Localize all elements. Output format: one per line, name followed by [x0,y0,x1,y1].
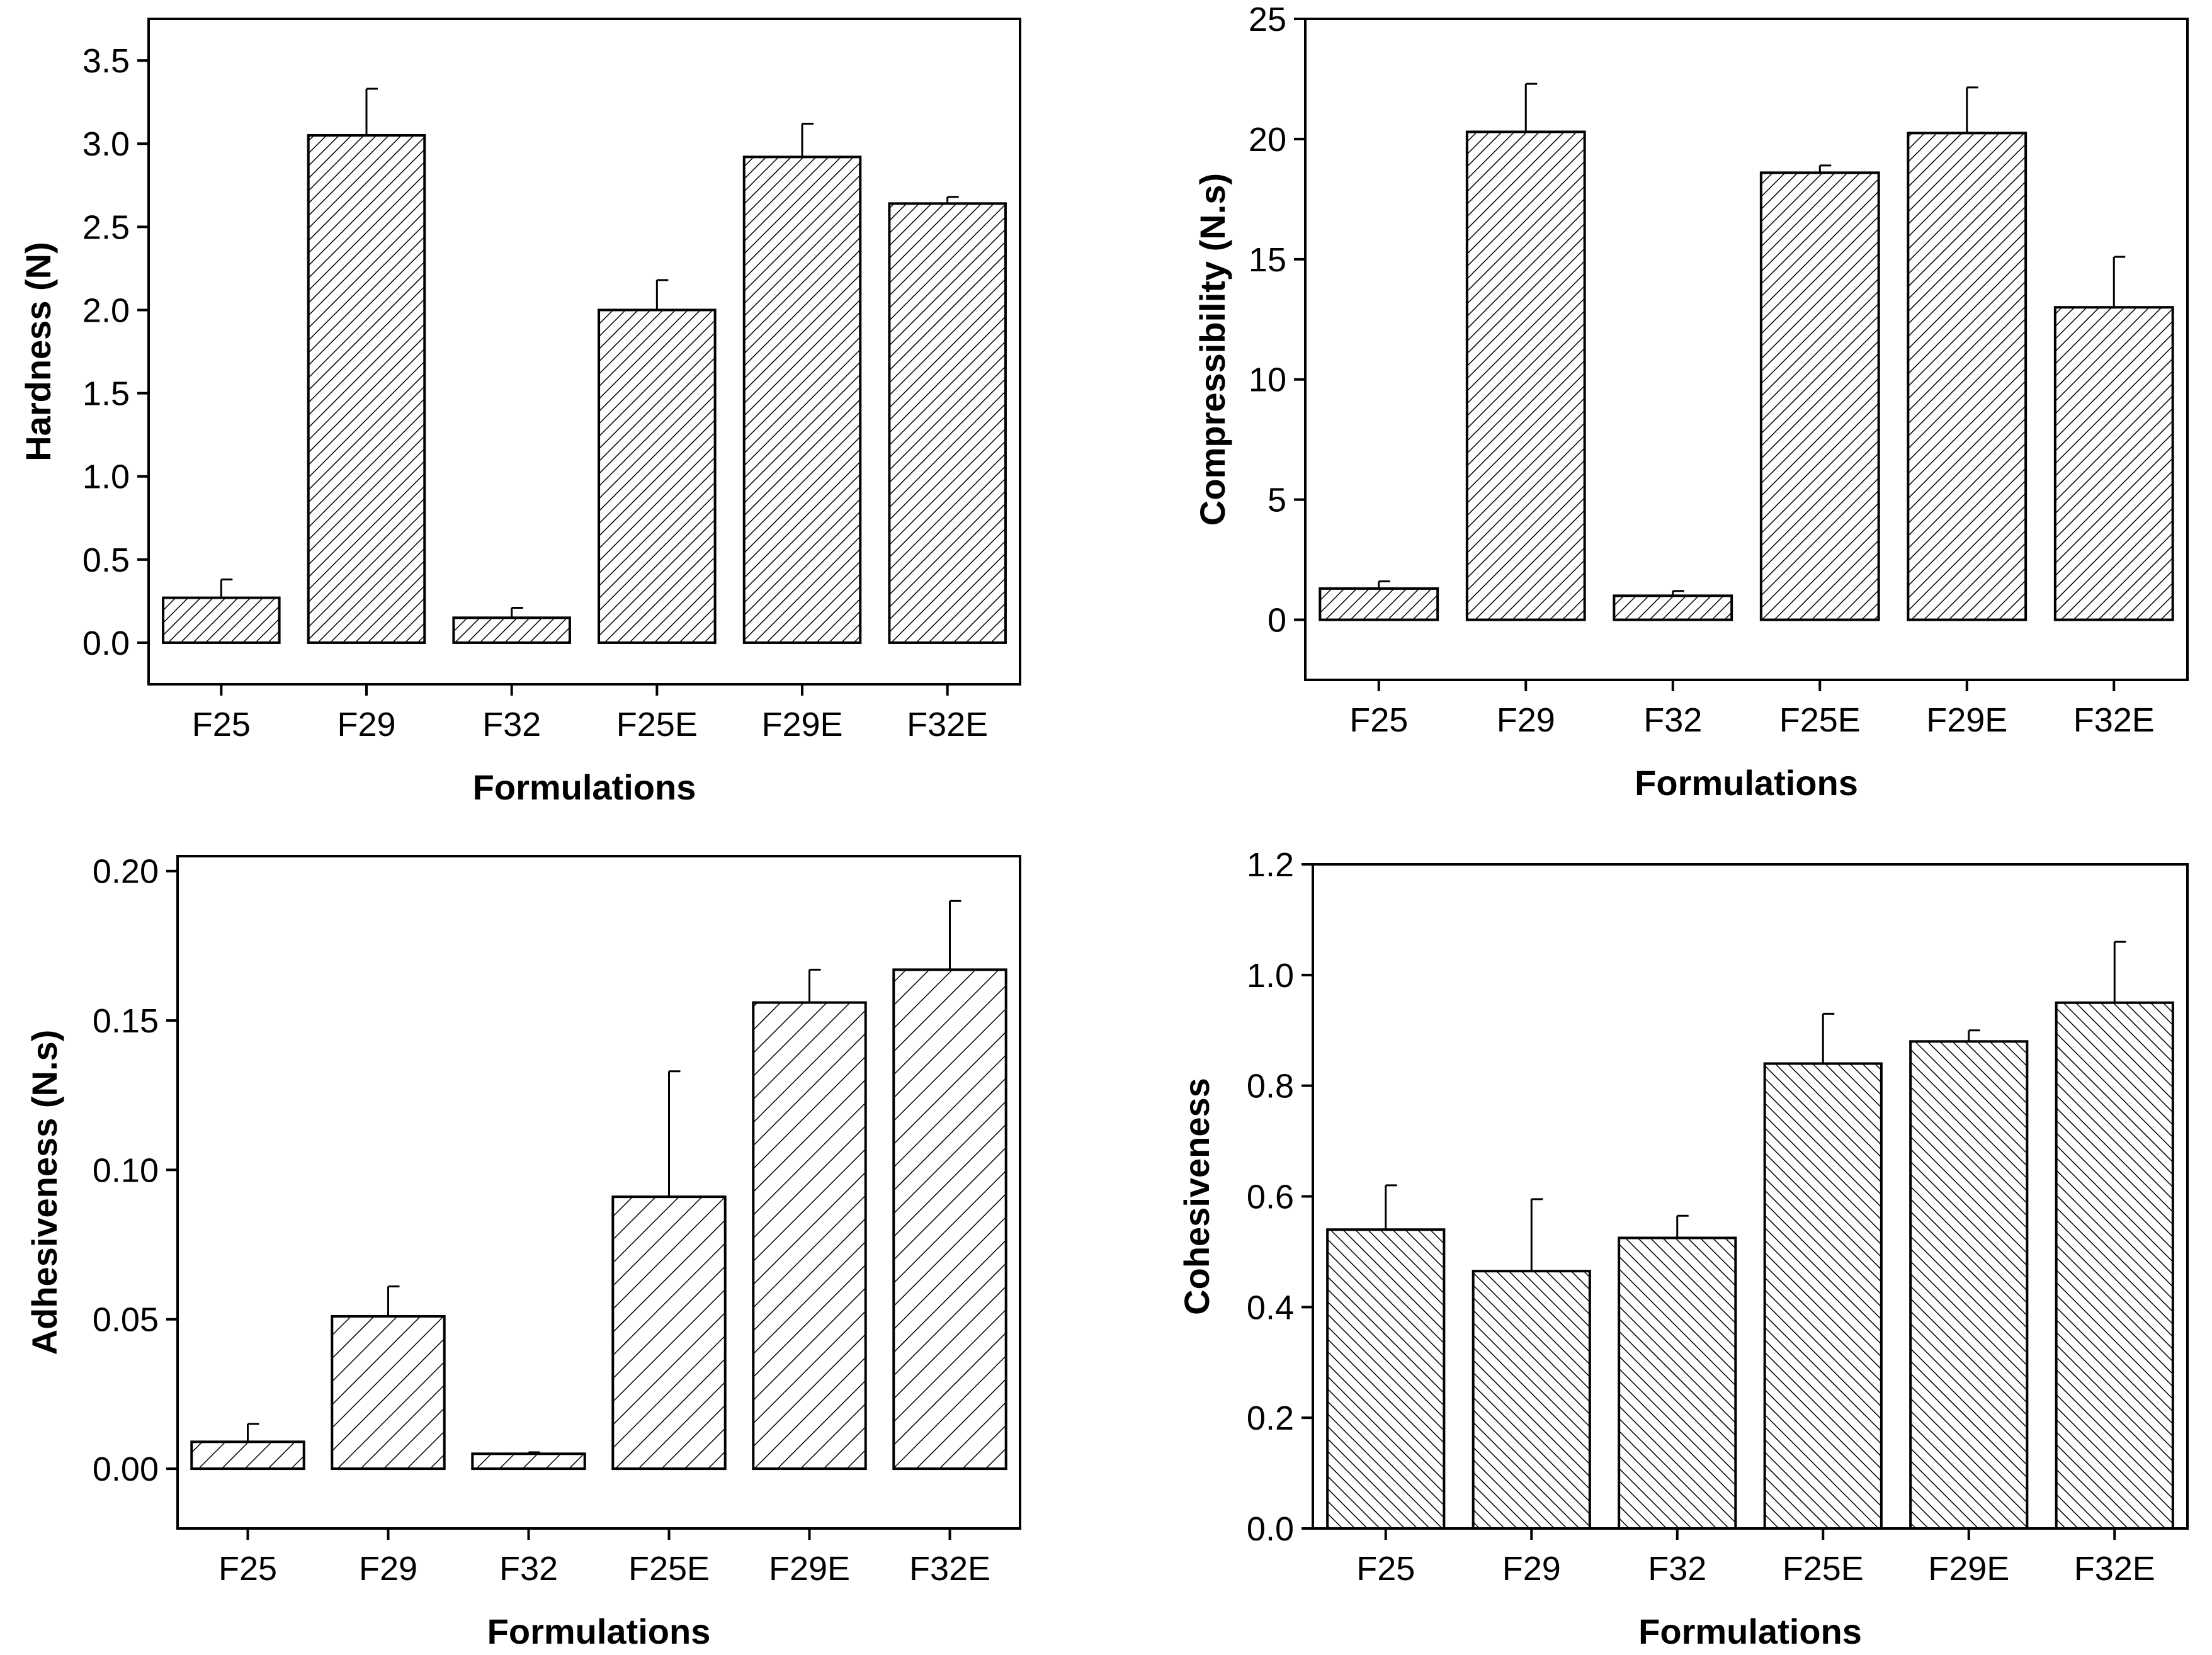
y-tick-label: 0.8 [1247,1068,1294,1105]
bar-f29 [1465,130,1586,621]
bar-f32 [1618,1236,1737,1530]
y-axis-title: Hardness (N) [18,242,58,461]
bar-f32e [892,968,1007,1471]
y-axis-title: Adhesiveness (N.s) [25,1030,64,1355]
y-tick-label: 0.6 [1247,1178,1294,1216]
y-tick-label: 0.4 [1247,1289,1294,1326]
x-axis-title: Formulations [473,767,696,807]
plot-frame [147,18,1021,686]
y-tick-label: 2.5 [82,208,130,246]
bar-f25e [1759,171,1880,621]
y-tick-label: 3.0 [82,125,130,163]
y-tick-label: 10 [1249,361,1286,399]
y-tick-label: 0.15 [93,1002,159,1040]
bar-f25 [190,1440,305,1471]
x-tick-label-f29e: F29E [769,1550,850,1588]
bar-f29e [752,1001,867,1471]
x-axis-title: Formulations [487,1612,711,1651]
bar-f32e [2055,1001,2174,1530]
bar-f32 [1613,594,1733,621]
x-tick-label-f29e: F29E [1926,701,2007,739]
y-tick-label: 0.10 [93,1151,159,1189]
y-axis-title: Compressibility (N.s) [1193,173,1232,526]
bar-f32e [2053,306,2174,621]
y-tick-label: 2.0 [82,291,130,329]
x-tick-label-f32: F32 [482,706,541,743]
y-tick-label: 25 [1249,1,1286,38]
x-tick-label-f25: F25 [192,706,251,743]
bar-f32 [471,1452,586,1471]
y-tick-label: 5 [1268,482,1286,519]
bar-f25e [611,1195,727,1471]
y-tick-label: 0.20 [93,853,159,891]
bar-f29e [742,155,862,644]
y-tick-label: 15 [1249,241,1286,279]
x-tick-label-f32: F32 [1648,1550,1706,1588]
x-axis-title: Formulations [1635,763,1858,803]
compressibility-chart: 0 5 10 15 20 25 F25 F29 F32 F25E F29E F32E Formulati… [1193,1,2189,803]
bar-f29 [307,133,426,644]
x-tick-label-f32e: F32E [909,1550,990,1588]
x-tick-label-f32e: F32E [2073,701,2155,739]
x-tick-label-f25e: F25E [1779,701,1861,739]
bar-f25 [1326,1228,1446,1530]
adhesiveness-chart: 0.00 0.05 0.10 0.15 0.20 F25 F29 F32 F25E F29E F32… [25,853,1021,1651]
y-tick-label: 0.0 [1247,1510,1294,1548]
y-tick-label: 0.0 [82,624,130,662]
x-tick-label-f29: F29 [1497,701,1555,739]
x-tick-label-f29: F29 [337,706,395,743]
y-tick-label: 0.00 [93,1450,159,1488]
y-tick-label: 0.05 [93,1301,159,1339]
x-tick-label-f25: F25 [1349,701,1408,739]
x-tick-label-f25e: F25E [1783,1550,1864,1588]
x-tick-label-f29e: F29E [761,706,842,743]
x-tick-label-f25: F25 [1356,1550,1415,1588]
hardness-chart: 0.0 0.5 1.0 1.5 2.0 2.5 3.0 3.5 F25 F29 F32 F25E F29… [18,18,1021,807]
x-tick-label-f32: F32 [1643,701,1702,739]
bar-f25e [1763,1062,1883,1530]
bar-f25e [598,308,717,644]
x-tick-label-f29: F29 [1502,1550,1561,1588]
x-axis-title: Formulations [1638,1612,1862,1651]
y-tick-label: 1.5 [82,375,130,413]
x-tick-label-f25: F25 [218,1550,277,1588]
x-tick-label-f25e: F25E [628,1550,710,1588]
x-tick-label-f29e: F29E [1928,1550,2009,1588]
x-tick-label-f29: F29 [359,1550,417,1588]
cohesiveness-chart: 0.0 0.2 0.4 0.6 0.8 1.0 1.2 F25 F29 F32 F25E F29E F3… [1177,846,2189,1651]
y-tick-label: 1.2 [1247,846,1294,884]
bar-f29 [1472,1270,1591,1530]
y-tick-label: 1.0 [82,458,130,496]
y-tick-label: 0.2 [1247,1399,1294,1437]
y-axis-title: Cohesiveness [1177,1078,1217,1315]
x-tick-label-f32: F32 [499,1550,558,1588]
bar-f29 [331,1314,446,1471]
bar-f25 [162,596,281,644]
x-tick-label-f32e: F32E [2074,1550,2155,1588]
bar-f29e [1909,1040,2029,1530]
y-tick-label: 0.5 [82,541,130,579]
y-tick-label: 0 [1268,602,1286,640]
y-tick-label: 3.5 [82,42,130,80]
x-tick-label-f25e: F25E [616,706,698,743]
plot-frame [1304,18,2189,681]
plot-frame [176,855,1021,1530]
bar-f32 [452,616,571,644]
bar-f32e [888,202,1007,644]
bar-f29e [1907,132,2028,621]
bar-f25 [1319,587,1439,621]
y-tick-label: 20 [1249,121,1286,159]
x-tick-label-f32e: F32E [907,706,988,743]
y-tick-label: 1.0 [1247,957,1294,995]
